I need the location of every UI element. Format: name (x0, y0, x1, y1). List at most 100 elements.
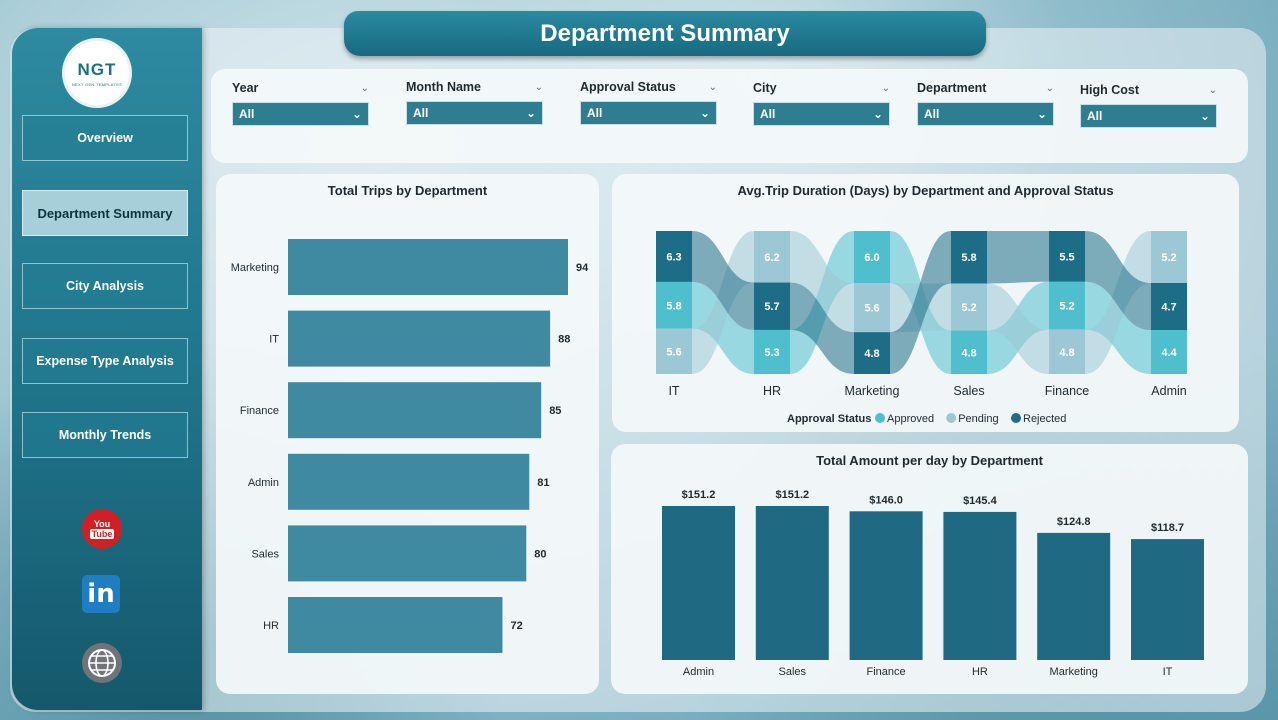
slicer-city-value: All (760, 107, 776, 121)
ribbon-segment (951, 330, 987, 374)
legend-entry: Pending (958, 413, 998, 425)
slicer-approval-status-value: All (587, 106, 603, 120)
category-label: IT (1163, 666, 1173, 678)
ribbon-segment (1151, 231, 1187, 283)
amount-chart-title: Total Amount per day by Department (816, 453, 1043, 468)
category-label: Marketing (845, 384, 900, 398)
data-label: $124.8 (1057, 516, 1091, 528)
slicer-high-cost-dropdown[interactable]: All ⌄ (1080, 104, 1217, 128)
amount-chart: $151.2 Admin $151.2 Sales $146.0 Finance $145.… (662, 489, 1204, 678)
category-label: Sales (779, 666, 807, 678)
ribbon-segment (656, 281, 692, 329)
slicer-month-name-dropdown[interactable]: All ⌄ (406, 101, 543, 125)
nav-department-summary-button[interactable]: Department Summary (22, 190, 188, 236)
chevron-down-icon[interactable]: ⌄ (534, 81, 543, 93)
ribbon-segment (951, 283, 987, 331)
legend-marker (1011, 413, 1021, 423)
trips-chart-panel: Total Trips by Department Marketing 94 IT 8… (216, 174, 599, 694)
bar (288, 525, 527, 582)
chevron-down-icon[interactable]: ⌄ (881, 82, 890, 94)
category-label: Marketing (231, 262, 279, 274)
data-label: 5.7 (764, 301, 779, 313)
category-label: HR (972, 666, 988, 678)
trips-chart: Marketing 94 IT 88 Finance 85 Admin 81 Sales 80 HR… (231, 239, 589, 653)
category-label: IT (269, 334, 279, 346)
slicer-department-value: All (924, 107, 940, 121)
data-label: 5.6 (864, 303, 879, 315)
data-label: $118.7 (1151, 522, 1184, 534)
slicer-city-dropdown[interactable]: All ⌄ (753, 102, 890, 126)
slicer-department-label: Department (917, 81, 987, 95)
ribbon-segment (951, 231, 987, 284)
ribbon-segment (1049, 329, 1085, 374)
nav-monthly-trends-button[interactable]: Monthly Trends (22, 412, 188, 458)
column-bar (1037, 532, 1111, 660)
chevron-down-icon: ⌄ (525, 106, 536, 120)
slicer-year-value: All (239, 107, 255, 121)
ribbon-segment (854, 332, 890, 374)
data-label: 80 (534, 548, 546, 560)
legend-marker (875, 413, 885, 423)
ribbon-segment (656, 231, 692, 282)
column-bar (662, 506, 735, 660)
data-label: $151.2 (775, 489, 809, 501)
data-label: 81 (537, 477, 549, 489)
nav-overview-button[interactable]: Overview (22, 115, 188, 161)
data-label: 4.7 (1161, 302, 1176, 314)
chevron-down-icon[interactable]: ⌄ (1045, 82, 1054, 94)
ribbon-band (987, 283, 1049, 374)
slicer-year-label: Year (232, 81, 259, 95)
data-label: 5.2 (1161, 252, 1176, 264)
data-label: 6.2 (764, 252, 779, 264)
category-label: Sales (251, 548, 279, 560)
data-label: 4.8 (864, 348, 879, 360)
data-label: 4.8 (961, 347, 976, 359)
data-label: 85 (549, 405, 561, 417)
slicer-approval-status-dropdown[interactable]: All ⌄ (580, 101, 717, 125)
amount-chart-panel: Total Amount per day by Department $151.… (611, 444, 1248, 694)
slicer-month-name: Month Name ⌄ All ⌄ (406, 79, 543, 125)
chevron-down-icon[interactable]: ⌄ (708, 81, 717, 93)
chevron-down-icon[interactable]: ⌄ (1208, 84, 1217, 96)
data-label: 94 (576, 262, 589, 274)
ribbon-band (790, 231, 854, 333)
ribbon-segment (1151, 330, 1187, 374)
slicer-department-dropdown[interactable]: All ⌄ (917, 102, 1054, 126)
column-bar (943, 511, 1017, 660)
category-label: Finance (240, 405, 279, 417)
data-label: $146.0 (869, 494, 903, 506)
ribbon-segment (1049, 231, 1085, 282)
category-label: Admin (248, 477, 279, 489)
data-label: 88 (558, 334, 570, 346)
linkedin-icon[interactable]: in (82, 575, 120, 613)
nav-city-analysis-button[interactable]: City Analysis (22, 263, 188, 309)
data-label: 72 (510, 620, 522, 632)
nav-expense-type-analysis-button[interactable]: Expense Type Analysis (22, 338, 188, 384)
category-label: IT (668, 384, 679, 398)
slicer-city-label: City (753, 81, 777, 95)
chevron-down-icon: ⌄ (872, 107, 883, 121)
data-label: 5.2 (1059, 301, 1074, 313)
ribbon-band (692, 231, 754, 330)
logo-mark: NGT (77, 59, 117, 79)
youtube-icon[interactable]: You Tube (82, 509, 122, 549)
duration-chart-title: Avg.Trip Duration (Days) by Department a… (737, 183, 1114, 198)
slicer-month-name-label: Month Name (406, 80, 481, 94)
category-label: Admin (683, 666, 714, 678)
slicer-year: Year ⌄ All ⌄ (232, 80, 369, 126)
globe-icon[interactable] (82, 643, 122, 683)
slicer-year-dropdown[interactable]: All ⌄ (232, 102, 369, 126)
bar (288, 597, 503, 653)
slicer-high-cost-value: All (1087, 109, 1103, 123)
chevron-down-icon[interactable]: ⌄ (360, 82, 369, 94)
slicer-approval-status-label: Approval Status (580, 80, 676, 94)
category-label: Sales (953, 384, 984, 398)
slicer-approval-status: Approval Status ⌄ All ⌄ (580, 79, 717, 125)
ribbon-segment (854, 231, 890, 284)
category-label: Admin (1151, 384, 1186, 398)
data-label: 5.6 (666, 346, 681, 358)
logo: NGT NEXT GEN TEMPLATES (65, 41, 129, 105)
legend-entry: Rejected (1023, 413, 1066, 425)
chevron-down-icon: ⌄ (1036, 107, 1047, 121)
ribbon-band (987, 231, 1049, 284)
